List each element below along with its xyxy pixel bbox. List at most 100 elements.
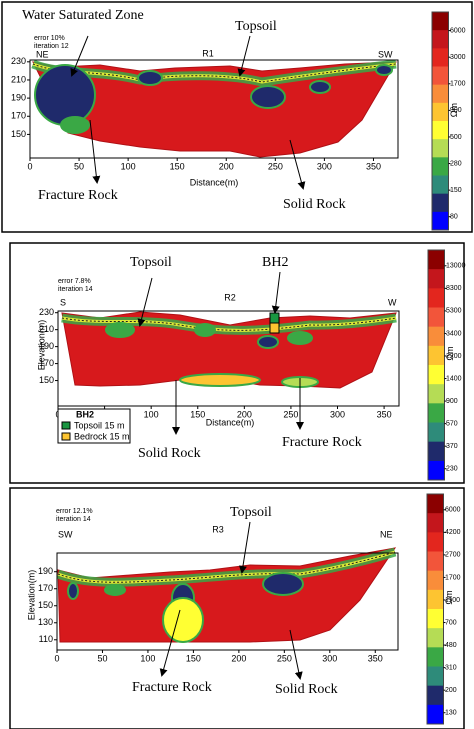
colorbar-swatch — [432, 121, 449, 140]
colorbar-swatch — [432, 48, 449, 67]
colorbar-tick-label: 1700 — [445, 574, 461, 581]
x-tick-label: 100 — [140, 653, 155, 663]
y-tick-label: 210 — [11, 74, 26, 84]
y-tick-label: 170 — [11, 111, 26, 121]
x-tick-label: 150 — [190, 409, 205, 419]
colorbar-tick-label: 6000 — [445, 507, 461, 514]
x-tick-label: 100 — [144, 409, 159, 419]
panel-frame — [9, 487, 465, 729]
resistivity-zone — [104, 584, 126, 596]
annotation: Topsoil — [130, 255, 172, 270]
direction-label: NE — [36, 49, 49, 59]
colorbar-tick-label: 280 — [450, 160, 462, 167]
x-tick-label: 250 — [277, 653, 292, 663]
error-label: error 10% — [34, 35, 65, 42]
colorbar-frame — [431, 11, 449, 231]
colorbar-swatch — [428, 403, 445, 423]
colorbar-swatch — [427, 532, 444, 552]
x-axis-label: Distance(m) — [190, 177, 239, 187]
annotation: Solid Rock — [275, 682, 338, 697]
colorbar-unit: Ωm — [449, 103, 459, 117]
annotation-arrow — [238, 521, 251, 574]
colorbar-tick-label: 900 — [450, 107, 462, 114]
direction-label: NE — [380, 529, 393, 539]
annotation-arrow — [289, 629, 303, 680]
annotation: Solid Rock — [283, 197, 346, 212]
x-tick-label: 200 — [219, 161, 234, 171]
profile-label: R2 — [224, 292, 236, 302]
error-label: error 7.8% — [58, 278, 91, 285]
plot-frame — [29, 59, 399, 159]
colorbar-swatch — [428, 365, 445, 385]
resistivity-zone — [250, 85, 286, 109]
resistivity-zone — [262, 572, 304, 596]
colorbar-swatch — [427, 628, 444, 648]
y-tick-label: 190 — [39, 341, 54, 351]
resistivity-zone — [34, 64, 96, 126]
colorbar-swatch — [427, 704, 444, 725]
legend-swatch — [61, 421, 71, 430]
x-tick-label: 100 — [121, 161, 136, 171]
colorbar-swatch — [432, 30, 449, 49]
legend-item: Bedrock 15 m — [74, 431, 130, 441]
x-tick-label: 300 — [317, 161, 332, 171]
x-tick-label: 250 — [268, 161, 283, 171]
colorbar-tick-label: 6000 — [450, 27, 466, 34]
colorbar-tick-label: 5300 — [446, 308, 462, 315]
colorbar-swatch — [428, 307, 445, 328]
colorbar-swatch — [432, 157, 449, 176]
colorbar-tick-label: 8300 — [446, 285, 462, 292]
colorbar-swatch — [432, 12, 449, 31]
annotation: Fracture Rock — [282, 435, 362, 450]
colorbar-swatch — [432, 66, 449, 86]
colorbar-unit: Ωm — [444, 590, 454, 604]
y-tick-label: 110 — [39, 634, 53, 644]
legend-title: BH2 — [76, 409, 94, 419]
annotation: Water Saturated Zone — [22, 8, 144, 23]
colorbar-tick-label: 500 — [450, 134, 462, 141]
profile-label: R3 — [212, 524, 224, 534]
colorbar-tick-label: 1100 — [445, 597, 460, 604]
iteration-label: iteration 14 — [56, 516, 91, 523]
colorbar-tick-label: 130 — [445, 710, 457, 717]
annotation: Fracture Rock — [132, 680, 212, 695]
annotation: Fracture Rock — [38, 188, 118, 203]
y-tick-label: 150 — [38, 600, 53, 610]
x-tick-label: 350 — [368, 653, 383, 663]
colorbar-swatch — [427, 551, 444, 572]
x-tick-label: 350 — [366, 161, 381, 171]
annotation: Topsoil — [235, 19, 277, 34]
x-tick-label: 0 — [54, 653, 59, 663]
resistivity-zone — [287, 331, 313, 345]
direction-label: SW — [58, 529, 73, 539]
colorbar-swatch — [432, 139, 449, 158]
resistivity-zone — [257, 335, 279, 349]
y-tick-label: 150 — [39, 375, 54, 385]
x-axis-label: Distance(m) — [206, 417, 255, 427]
y-axis-label: Elevation(m) — [26, 570, 36, 621]
colorbar-tick-label: 700 — [445, 619, 457, 626]
colorbar-swatch — [428, 250, 445, 270]
colorbar-swatch — [427, 570, 444, 591]
resistivity-zone — [60, 116, 90, 134]
colorbar-tick-label: 3000 — [450, 54, 466, 61]
y-tick-label: 170 — [39, 358, 54, 368]
colorbar-tick-label: 2700 — [445, 552, 461, 559]
iteration-label: iteration 12 — [34, 43, 69, 50]
colorbar-tick-label: 1400 — [446, 375, 462, 382]
annotation: Topsoil — [230, 505, 272, 520]
y-tick-label: 230 — [11, 56, 26, 66]
resistivity-zone — [105, 322, 135, 338]
resistivity-zone — [137, 70, 163, 86]
x-tick-label: 200 — [237, 409, 252, 419]
x-tick-label: 150 — [186, 653, 201, 663]
error-label: error 12.1% — [56, 508, 93, 515]
colorbar-swatch — [432, 211, 449, 231]
resistivity-zone — [162, 597, 204, 643]
plot-frame — [57, 310, 400, 407]
colorbar-tick-label: 370 — [446, 443, 458, 450]
colorbar-tick-label: 480 — [445, 642, 457, 649]
borehole-bedrock — [269, 322, 280, 334]
profile-label: R1 — [202, 48, 214, 58]
